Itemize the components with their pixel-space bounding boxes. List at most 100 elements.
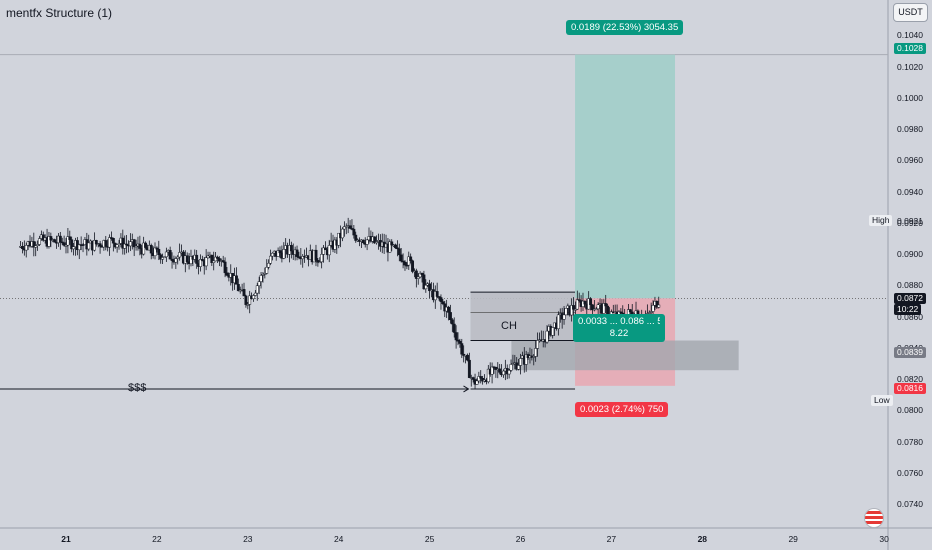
us-flag-icon[interactable] [864,508,884,528]
candle-down [225,272,229,276]
candle-up [602,303,606,314]
candle-up [257,281,261,287]
candle-down [216,256,219,259]
date-tick-label: 26 [515,534,526,544]
candle-down [447,306,450,313]
candle-up [153,247,157,256]
candle-down [323,247,327,251]
candle-up [562,314,566,320]
candle-up [176,256,180,259]
candle-up [341,228,344,239]
candle-down [295,249,299,257]
candle-down [200,259,204,261]
candle-up [416,276,420,279]
candle-up [47,236,51,247]
stop-stats-box: 0.0023 (2.74%) 750 [575,402,669,417]
candle-up [647,312,651,314]
candle-down [462,353,466,356]
candle-up [502,370,505,376]
candle-up [92,240,96,251]
liquidity-arrow [463,385,470,393]
candle-up [253,292,257,296]
candle-up [490,366,494,375]
candle-down [170,258,174,261]
candle-up [189,256,193,264]
candle-down [405,264,409,267]
target-zone [575,54,676,299]
candle-up [123,243,127,249]
candle-up [342,226,346,230]
candle-down [458,340,462,344]
candle-down [20,246,24,249]
candle-down [354,234,358,241]
candle-down [348,225,352,229]
candle-down [394,244,397,249]
candle-down [589,298,593,306]
candle-up [246,304,250,306]
candle-down [428,283,432,292]
candle-down [655,301,659,308]
candle-down [401,260,405,263]
candle-down [236,284,240,292]
candle-down [441,301,445,304]
candle-down [435,291,439,297]
price-tick-label: 0.1000 [897,92,923,103]
candle-up [214,256,218,262]
candle-up [142,242,146,255]
level-price-tag: 0.0839 [894,347,926,358]
candle-up [38,238,41,245]
candle-up [575,299,579,310]
date-tick-label: 21 [61,534,71,544]
candle-down [420,272,424,276]
candle-up [318,261,322,264]
candle-down [450,319,454,325]
candle-down [98,243,102,247]
candle-up [199,259,202,267]
candle-down [221,260,225,263]
candle-up [337,232,341,246]
candle-up [424,284,428,290]
candle-up [320,254,324,263]
candle-up [255,285,259,294]
candle-down [81,244,85,246]
candle-up [282,249,286,259]
candle-up [573,308,577,311]
position-stats-box: 0.0033 ... 0.086 ... 5.052 8.22 [573,314,665,342]
candle-up [651,305,655,312]
candle-down [411,260,415,272]
price-tick-label: 0.1020 [897,61,923,72]
price-tick-label: 0.0820 [897,374,923,385]
candle-up [269,255,272,264]
candle-up [134,245,138,248]
candle-up [511,363,515,365]
candle-up [259,275,263,282]
candle-up [327,245,331,256]
currency-button[interactable]: USDT [893,3,928,22]
candle-up [475,380,479,385]
candle-down [583,300,587,305]
price-tick-label: 0.0920 [897,217,923,228]
candle-down [149,245,153,254]
candle-down [454,332,458,341]
candle-down [448,312,452,321]
candle-up [163,256,166,259]
candle-up [24,245,28,251]
candle-down [414,270,418,279]
candle-up [276,250,280,257]
candle-up [66,236,70,246]
candle-down [32,241,36,248]
candle-up [87,242,91,250]
price-tick-label: 0.0780 [897,436,923,447]
candle-up [545,330,549,343]
candle-down [467,359,471,378]
candle-down [58,235,62,243]
candle-down [125,243,129,246]
candle-down [244,295,248,305]
date-tick-label: 24 [333,534,344,544]
candle-down [466,354,469,361]
candle-up [564,308,568,316]
countdown-tag: 10:22 [894,304,922,315]
candle-down [62,242,66,246]
candle-down [361,239,365,244]
